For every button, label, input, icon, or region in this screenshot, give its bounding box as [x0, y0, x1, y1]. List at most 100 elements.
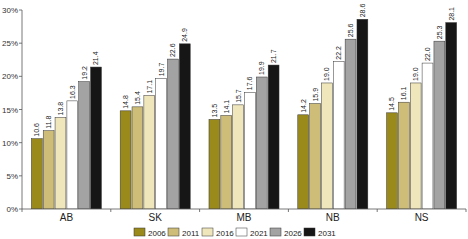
data-label: 22.0 — [424, 47, 431, 61]
x-tick — [110, 209, 111, 212]
data-label: 14.2 — [300, 99, 307, 113]
bar — [387, 113, 398, 209]
legend-swatch — [202, 228, 213, 236]
x-tick-label: MB — [237, 212, 252, 223]
data-label: 14.5 — [389, 97, 396, 111]
bar — [144, 96, 155, 209]
y-tick — [19, 142, 22, 143]
bar — [398, 102, 409, 209]
data-label: 11.8 — [45, 116, 52, 129]
x-tick — [22, 209, 23, 212]
bar — [209, 119, 220, 209]
bar — [233, 105, 244, 209]
data-label: 14.1 — [223, 100, 230, 114]
bar — [333, 62, 344, 209]
legend-swatch — [236, 228, 247, 236]
data-label: 21.4 — [93, 51, 100, 65]
x-axis — [22, 209, 466, 210]
data-label: 28.1 — [448, 7, 455, 21]
y-tick — [19, 76, 22, 77]
data-label: 17.1 — [146, 80, 153, 94]
bar — [79, 82, 90, 209]
y-tick-label: 5% — [6, 172, 18, 181]
y-tick-label: 30% — [2, 6, 18, 15]
bar — [156, 78, 167, 209]
bar — [43, 131, 54, 209]
legend-swatch — [134, 228, 145, 236]
y-tick — [19, 175, 22, 176]
y-tick-label: 20% — [2, 72, 18, 81]
data-label: 19.2 — [81, 66, 88, 80]
legend-label: 2016 — [216, 229, 234, 238]
legend-label: 2011 — [182, 229, 200, 238]
y-axis — [22, 10, 23, 209]
bar — [55, 117, 66, 209]
data-label: 13.5 — [211, 104, 218, 118]
data-label: 25.3 — [436, 25, 443, 39]
bar — [132, 107, 143, 209]
data-label: 19.0 — [412, 67, 419, 81]
bar — [345, 39, 356, 209]
y-tick — [19, 10, 22, 11]
data-label: 15.9 — [312, 88, 319, 102]
x-tick-label: AB — [60, 212, 74, 223]
bar — [410, 83, 421, 209]
legend-swatch — [304, 228, 315, 236]
bar — [91, 67, 102, 209]
y-tick — [19, 43, 22, 44]
bar — [245, 92, 256, 209]
legend-swatch — [168, 228, 179, 236]
bar — [221, 115, 232, 209]
data-label: 21.7 — [270, 49, 277, 63]
x-tick-label: NB — [326, 212, 340, 223]
bar — [446, 23, 457, 209]
data-label: 10.6 — [33, 123, 40, 137]
y-tick-label: 25% — [2, 39, 18, 48]
data-label: 25.6 — [347, 23, 354, 37]
chart: 0% 5% 10% 15% 20% 25% 30% 10.6 11.8 13.8 16.3 19.2 2… — [0, 0, 468, 239]
data-labels: 10.6 11.8 13.8 16.3 19.2 21.4 14.8 15.4 17.1 19.7… — [33, 4, 454, 137]
y-tick-label: 0% — [6, 205, 18, 214]
data-label: 17.6 — [246, 77, 253, 91]
bar — [298, 115, 309, 209]
data-label: 19.7 — [158, 63, 165, 77]
y-tick — [19, 209, 22, 210]
bar — [268, 65, 279, 209]
bar — [422, 63, 433, 209]
x-tick-label: NS — [415, 212, 429, 223]
bar — [256, 77, 267, 209]
bar — [321, 83, 332, 209]
legend: 2006 2011 2016 2021 2026 2031 — [134, 228, 336, 238]
data-label: 16.1 — [400, 86, 407, 100]
data-label: 15.4 — [134, 91, 141, 105]
x-tick — [377, 209, 378, 212]
bar — [168, 59, 179, 209]
data-label: 22.2 — [335, 46, 342, 60]
data-label: 22.6 — [169, 43, 176, 57]
data-label: 16.3 — [69, 85, 76, 99]
legend-label: 2021 — [250, 229, 268, 238]
bar — [310, 104, 321, 209]
bar — [434, 41, 445, 209]
y-tick — [19, 109, 22, 110]
y-tick-label: 10% — [2, 139, 18, 148]
x-tick — [288, 209, 289, 212]
bar — [357, 19, 368, 209]
legend-label: 2026 — [284, 229, 302, 238]
data-label: 24.9 — [181, 28, 188, 42]
data-label: 14.8 — [122, 95, 129, 109]
data-label: 13.8 — [57, 102, 64, 116]
bar — [31, 139, 42, 209]
y-tick-label: 15% — [2, 106, 18, 115]
x-tick-label: SK — [149, 212, 163, 223]
legend-swatch — [270, 228, 281, 236]
x-tick — [466, 209, 467, 212]
x-tick — [199, 209, 200, 212]
legend-label: 2006 — [148, 229, 166, 238]
bar — [67, 101, 78, 209]
data-label: 19.0 — [323, 67, 330, 81]
legend-label: 2031 — [318, 229, 336, 238]
bar — [179, 44, 190, 209]
data-label: 15.7 — [235, 89, 242, 103]
bars — [31, 19, 456, 209]
